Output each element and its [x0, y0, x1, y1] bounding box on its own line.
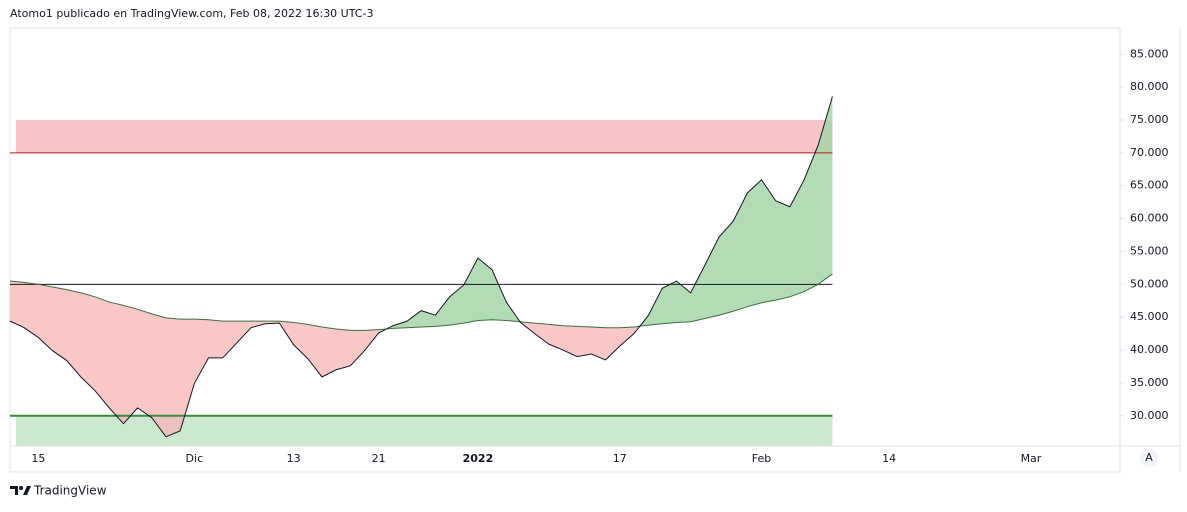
y-tick-label: 35.000 [1130, 376, 1169, 389]
y-tick-label: 85.000 [1130, 47, 1169, 60]
y-tick-label: 75.000 [1130, 113, 1169, 126]
y-tick-label: 80.000 [1130, 80, 1169, 93]
brand: TradingView [33, 484, 107, 498]
series-line [9, 273, 833, 331]
fill-below [10, 273, 833, 437]
x-tick-label: Dic [186, 452, 204, 465]
x-tick-label: Mar [1021, 452, 1042, 465]
header: Atomo1 publicado en TradingView.com, Feb… [10, 7, 373, 20]
logo-part [19, 486, 23, 490]
plot [9, 96, 833, 446]
y-tick-label: 60.000 [1130, 212, 1169, 225]
series-line [9, 96, 833, 438]
scale-button-label[interactable]: A [1145, 451, 1153, 464]
x-tick-label: 13 [287, 452, 301, 465]
x-tick-label: 14 [882, 452, 896, 465]
x-tick-label: 15 [31, 452, 45, 465]
y-tick-label: 45.000 [1130, 310, 1169, 323]
y-tick-label: 40.000 [1130, 343, 1169, 356]
band [16, 415, 833, 446]
scale-button[interactable] [1140, 449, 1158, 467]
y-tick-label: 70.000 [1130, 146, 1169, 159]
y-tick-label: 55.000 [1130, 244, 1169, 257]
logo-part [10, 486, 18, 495]
y-tick-label: 50.000 [1130, 277, 1169, 290]
x-tick-label: 2022 [463, 452, 494, 465]
logo-part [23, 486, 31, 495]
y-tick-label: 65.000 [1130, 179, 1169, 192]
x-tick-label: 17 [613, 452, 627, 465]
x-tick-label: Feb [752, 452, 771, 465]
band [16, 120, 833, 153]
brand-logo [10, 486, 31, 495]
y-tick-label: 30.000 [1130, 409, 1169, 422]
x-tick-label: 21 [372, 452, 386, 465]
